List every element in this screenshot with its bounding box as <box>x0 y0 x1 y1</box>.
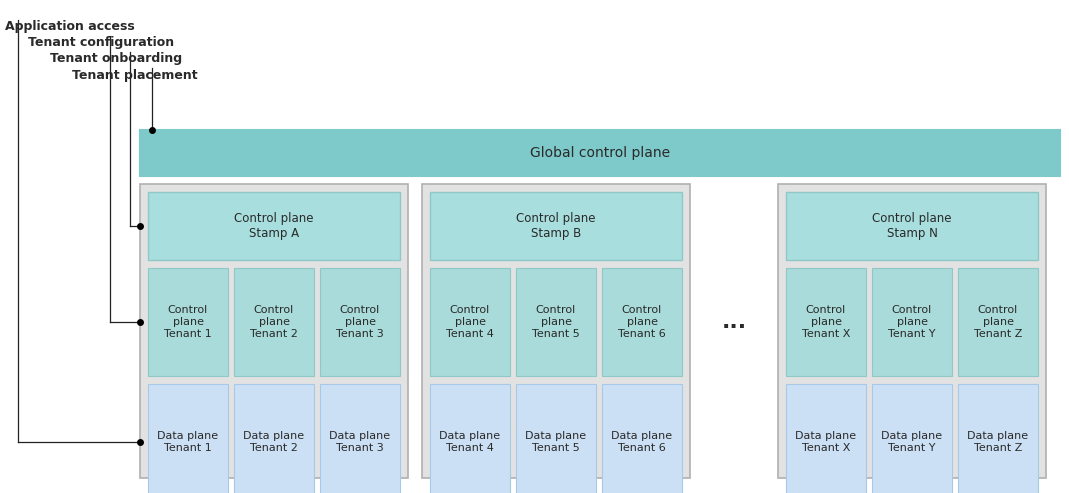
Bar <box>148 384 228 493</box>
Text: Data plane
Tenant 1: Data plane Tenant 1 <box>157 431 218 453</box>
Text: Data plane
Tenant 4: Data plane Tenant 4 <box>439 431 500 453</box>
Bar <box>872 268 952 376</box>
Text: Control
plane
Tenant Z: Control plane Tenant Z <box>974 305 1022 339</box>
Text: Control
plane
Tenant 2: Control plane Tenant 2 <box>250 305 298 339</box>
Text: Data plane
Tenant X: Data plane Tenant X <box>795 431 856 453</box>
Bar <box>140 130 1060 176</box>
Text: Data plane
Tenant Y: Data plane Tenant Y <box>882 431 943 453</box>
Text: Control
plane
Tenant 1: Control plane Tenant 1 <box>165 305 212 339</box>
Text: Data plane
Tenant 6: Data plane Tenant 6 <box>611 431 672 453</box>
Bar <box>320 384 400 493</box>
Text: Application access: Application access <box>5 20 135 33</box>
Text: Tenant placement: Tenant placement <box>72 69 198 82</box>
Bar <box>602 384 682 493</box>
Text: Control
plane
Tenant X: Control plane Tenant X <box>802 305 850 339</box>
Bar <box>430 268 510 376</box>
Text: Control
plane
Tenant 6: Control plane Tenant 6 <box>618 305 666 339</box>
Text: Data plane
Tenant Z: Data plane Tenant Z <box>967 431 1028 453</box>
Bar <box>516 384 597 493</box>
Text: Data plane
Tenant 5: Data plane Tenant 5 <box>526 431 587 453</box>
Bar <box>148 192 400 260</box>
Text: Control
plane
Tenant Y: Control plane Tenant Y <box>888 305 935 339</box>
Text: Control
plane
Tenant 5: Control plane Tenant 5 <box>532 305 579 339</box>
Text: ...: ... <box>722 312 746 332</box>
Text: Data plane
Tenant 2: Data plane Tenant 2 <box>244 431 305 453</box>
Text: Tenant onboarding: Tenant onboarding <box>50 52 182 65</box>
Bar <box>422 184 690 478</box>
Text: Control plane
Stamp A: Control plane Stamp A <box>234 212 313 240</box>
Bar <box>234 268 314 376</box>
Bar <box>148 268 228 376</box>
Bar <box>320 268 400 376</box>
Bar <box>234 384 314 493</box>
Bar <box>602 268 682 376</box>
Bar <box>786 192 1038 260</box>
Bar <box>786 268 866 376</box>
Text: Control plane
Stamp B: Control plane Stamp B <box>516 212 595 240</box>
Bar <box>778 184 1045 478</box>
Bar <box>430 384 510 493</box>
Bar <box>430 192 682 260</box>
Bar <box>872 384 952 493</box>
Text: Control
plane
Tenant 4: Control plane Tenant 4 <box>446 305 494 339</box>
Bar <box>958 384 1038 493</box>
Bar <box>516 268 597 376</box>
Text: Data plane
Tenant 3: Data plane Tenant 3 <box>329 431 390 453</box>
Text: Control
plane
Tenant 3: Control plane Tenant 3 <box>336 305 384 339</box>
Bar <box>140 184 408 478</box>
Text: Global control plane: Global control plane <box>530 146 670 160</box>
Text: Tenant configuration: Tenant configuration <box>28 36 174 49</box>
Bar <box>786 384 866 493</box>
Bar <box>958 268 1038 376</box>
Text: Control plane
Stamp N: Control plane Stamp N <box>872 212 951 240</box>
